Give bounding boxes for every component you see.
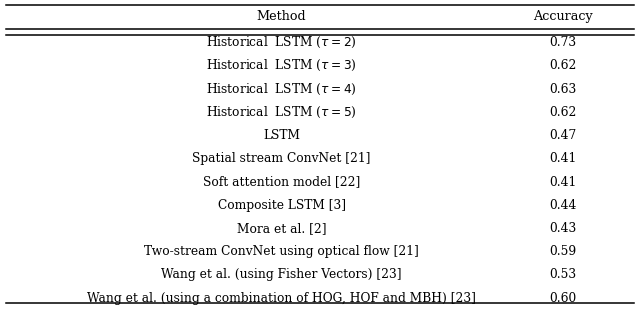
Text: Spatial stream ConvNet [21]: Spatial stream ConvNet [21] [193, 152, 371, 165]
Text: 0.43: 0.43 [550, 222, 577, 235]
Text: Two-stream ConvNet using optical flow [21]: Two-stream ConvNet using optical flow [2… [144, 245, 419, 258]
Text: Wang et al. (using Fisher Vectors) [23]: Wang et al. (using Fisher Vectors) [23] [161, 269, 402, 281]
Text: Composite LSTM [3]: Composite LSTM [3] [218, 199, 346, 212]
Text: 0.63: 0.63 [550, 83, 577, 95]
Text: LSTM: LSTM [263, 129, 300, 142]
Text: Historical  LSTM ($\tau = 3$): Historical LSTM ($\tau = 3$) [206, 58, 357, 74]
Text: Historical  LSTM ($\tau = 5$): Historical LSTM ($\tau = 5$) [206, 105, 357, 120]
Text: 0.44: 0.44 [550, 199, 577, 212]
Text: 0.60: 0.60 [550, 292, 577, 305]
Text: Accuracy: Accuracy [533, 11, 593, 23]
Text: Soft attention model [22]: Soft attention model [22] [203, 176, 360, 188]
Text: Historical  LSTM ($\tau = 4$): Historical LSTM ($\tau = 4$) [206, 82, 357, 97]
Text: 0.47: 0.47 [550, 129, 577, 142]
Text: Wang et al. (using a combination of HOG, HOF and MBH) [23]: Wang et al. (using a combination of HOG,… [87, 292, 476, 305]
Text: 0.62: 0.62 [550, 59, 577, 72]
Text: 0.53: 0.53 [550, 269, 577, 281]
Text: 0.73: 0.73 [550, 36, 577, 49]
Text: 0.41: 0.41 [550, 176, 577, 188]
Text: 0.59: 0.59 [550, 245, 577, 258]
Text: Method: Method [257, 11, 307, 23]
Text: 0.62: 0.62 [550, 106, 577, 119]
Text: Historical  LSTM ($\tau = 2$): Historical LSTM ($\tau = 2$) [206, 35, 357, 50]
Text: Mora et al. [2]: Mora et al. [2] [237, 222, 326, 235]
Text: 0.41: 0.41 [550, 152, 577, 165]
